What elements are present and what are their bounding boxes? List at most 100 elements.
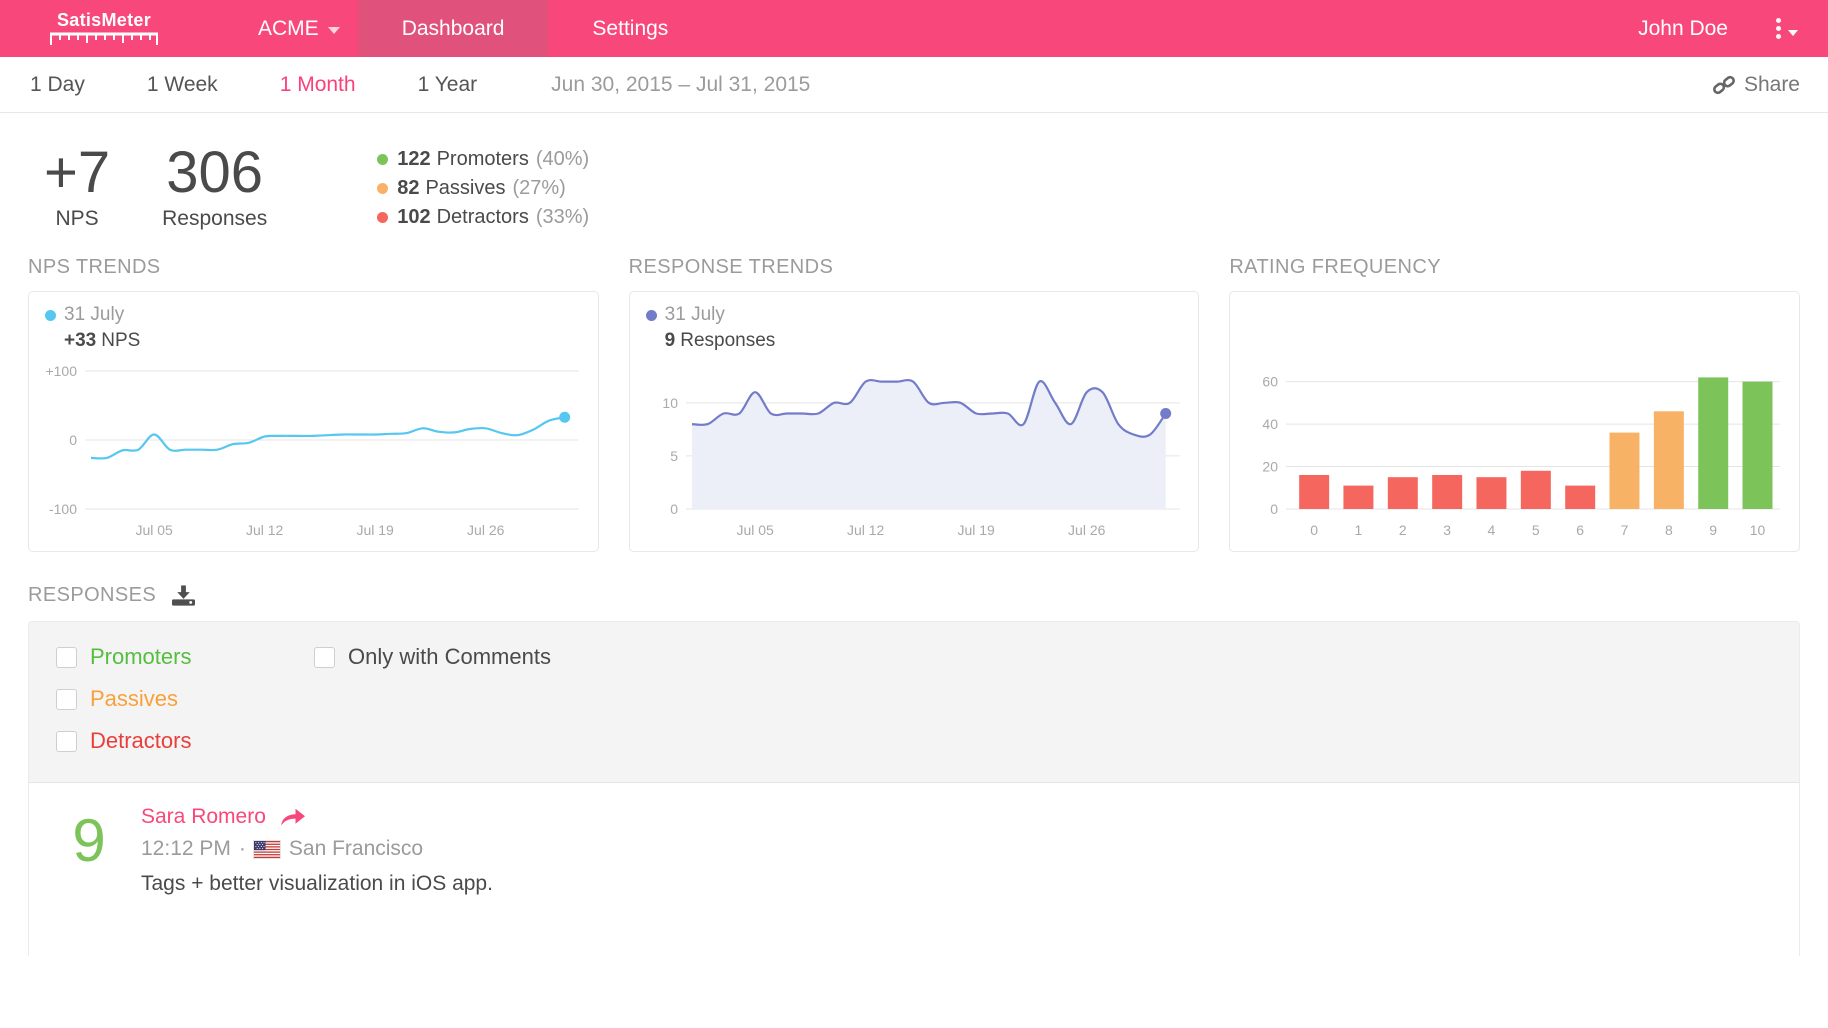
response-trends-column: RESPONSE TRENDS 31 July 9 Responses 10 5 0 J… [628, 256, 1200, 552]
passives-count: 82 [397, 177, 420, 199]
nps-trends-chart: +100 0 -100 Jul 05 Jul 12 Jul 19 Jul 26 [45, 363, 579, 538]
satismeter-logo[interactable]: SatisMeter [38, 0, 170, 57]
workspace-selector[interactable]: ACME [240, 0, 358, 57]
responses-label: Responses [162, 206, 268, 230]
passives-row: 82 Passives (27%) [377, 174, 589, 203]
responses-value: 306 [166, 140, 264, 205]
legend-value: +33 [64, 330, 97, 351]
filter-comments-label: Only with Comments [348, 644, 551, 669]
filter-only-with-comments[interactable]: Only with Comments [314, 644, 1779, 670]
svg-text:10: 10 [1750, 522, 1766, 538]
promoters-count: 122 [397, 148, 431, 170]
nps-trends-panel: 31 July +33 NPS +100 0 -100 Jul 05 Jul 12 Jul … [28, 291, 599, 552]
meta-separator: · [238, 837, 246, 860]
detractors-label: Detractors [436, 206, 529, 228]
svg-text:Jul 19: Jul 19 [957, 522, 995, 538]
responses-title: RESPONSES [28, 584, 157, 606]
link-icon [1712, 75, 1735, 94]
responses-stat: 306 Responses [162, 141, 267, 232]
svg-text:5: 5 [1532, 522, 1540, 538]
nps-trends-legend: 31 July +33 NPS [41, 304, 586, 359]
legend-dot-icon [645, 309, 657, 321]
svg-text:40: 40 [1263, 416, 1279, 432]
svg-text:9: 9 [1710, 522, 1718, 538]
passives-checkbox[interactable] [56, 688, 77, 710]
range-1-week[interactable]: 1 Week [146, 72, 218, 96]
top-bar: SatisMeter ACME Dashboard Settings John … [0, 0, 1828, 57]
response-comment: Tags + better visualization in iOS app. [141, 872, 493, 895]
promoters-row: 122 Promoters (40%) [377, 145, 589, 174]
svg-text:0: 0 [69, 432, 77, 448]
overflow-menu-button[interactable] [1776, 18, 1798, 39]
range-1-year[interactable]: 1 Year [417, 72, 478, 96]
forward-arrow-icon [280, 808, 305, 826]
svg-text:Jul 05: Jul 05 [736, 522, 774, 538]
rating-frequency-legend-spacer [1242, 304, 1787, 359]
svg-text:Jul 05: Jul 05 [135, 522, 173, 538]
svg-text:Jul 12: Jul 12 [246, 522, 284, 538]
download-icon [172, 585, 196, 606]
svg-text:-100: -100 [49, 501, 77, 517]
user-name[interactable]: John Doe [1638, 16, 1728, 40]
filter-detractors-label: Detractors [90, 728, 192, 753]
svg-text:+100: +100 [45, 363, 77, 379]
logo-part2: Meter [101, 10, 152, 30]
svg-text:20: 20 [1263, 459, 1279, 475]
svg-text:10: 10 [662, 395, 678, 411]
legend-unit: Responses [680, 330, 776, 351]
rating-frequency-title: RATING FREQUENCY [1229, 256, 1441, 278]
promoter-dot-icon [377, 154, 389, 165]
response-filters: Promoters Only with Comments Passives De… [29, 622, 1799, 782]
date-range[interactable]: Jun 30, 2015 – Jul 31, 2015 [551, 72, 811, 96]
range-1-day[interactable]: 1 Day [30, 72, 85, 96]
detractors-checkbox[interactable] [56, 730, 77, 752]
chevron-down-icon [327, 26, 340, 34]
tab-settings[interactable]: Settings [548, 0, 712, 57]
svg-text:6: 6 [1577, 522, 1585, 538]
time-range-bar: 1 Day 1 Week 1 Month 1 Year Jun 30, 2015… [0, 57, 1828, 113]
nps-stat: +7 NPS [44, 141, 110, 232]
response-trends-legend: 31 July 9 Responses [642, 304, 1187, 359]
tab-dashboard-label: Dashboard [401, 16, 505, 40]
svg-text:60: 60 [1263, 374, 1279, 390]
legend-date: 31 July [64, 304, 125, 325]
responses-list: 9 Sara Romero 12:12 PM · [29, 782, 1799, 956]
range-1-month[interactable]: 1 Month [279, 72, 356, 96]
download-button[interactable] [172, 585, 196, 606]
tab-settings-label: Settings [592, 16, 669, 40]
filter-detractors[interactable]: Detractors [56, 728, 314, 754]
svg-text:0: 0 [670, 501, 678, 517]
svg-text:Jul 26: Jul 26 [1068, 522, 1106, 538]
svg-text:0: 0 [1271, 501, 1279, 517]
filter-passives[interactable]: Passives [56, 686, 314, 712]
svg-text:Jul 12: Jul 12 [847, 522, 885, 538]
passives-label: Passives [425, 177, 506, 199]
detractor-dot-icon [377, 212, 389, 223]
ruler-icon [50, 32, 158, 45]
svg-text:5: 5 [670, 448, 678, 464]
breakdown-legend: 122 Promoters (40%) 82 Passives (27%) 10… [377, 145, 589, 232]
svg-text:7: 7 [1621, 522, 1629, 538]
detractors-count: 102 [397, 206, 431, 228]
tab-dashboard[interactable]: Dashboard [357, 0, 549, 57]
promoters-checkbox[interactable] [56, 646, 77, 668]
legend-date: 31 July [664, 304, 725, 325]
share-button[interactable]: Share [1712, 73, 1800, 97]
filter-promoters[interactable]: Promoters [56, 644, 314, 670]
legend-dot-icon [45, 309, 56, 321]
kebab-menu-icon [1776, 18, 1781, 39]
response-item: 9 Sara Romero 12:12 PM · [65, 801, 1769, 896]
response-location: San Francisco [288, 837, 424, 860]
detractors-pct: (33%) [535, 206, 590, 228]
rating-frequency-chart: 0 20 40 60 0 1 2 3 4 5 6 7 8 9 10 [1263, 374, 1781, 538]
forward-share-button[interactable] [280, 808, 306, 827]
promoters-label: Promoters [436, 148, 529, 170]
rating-frequency-column: RATING FREQUENCY 0 20 40 60 0 1 2 3 4 5 6 7 8 9 10 [1229, 256, 1801, 552]
svg-text:2: 2 [1399, 522, 1407, 538]
svg-text:1: 1 [1355, 522, 1363, 538]
passive-dot-icon [377, 183, 389, 194]
response-trends-panel: 31 July 9 Responses 10 5 0 Jul 05 Jul 12 Jul 1… [628, 291, 1200, 552]
response-trends-chart: 10 5 0 Jul 05 Jul 12 Jul 19 Jul 26 [662, 378, 1180, 538]
respondent-name[interactable]: Sara Romero [141, 805, 266, 828]
comments-checkbox[interactable] [314, 646, 335, 668]
